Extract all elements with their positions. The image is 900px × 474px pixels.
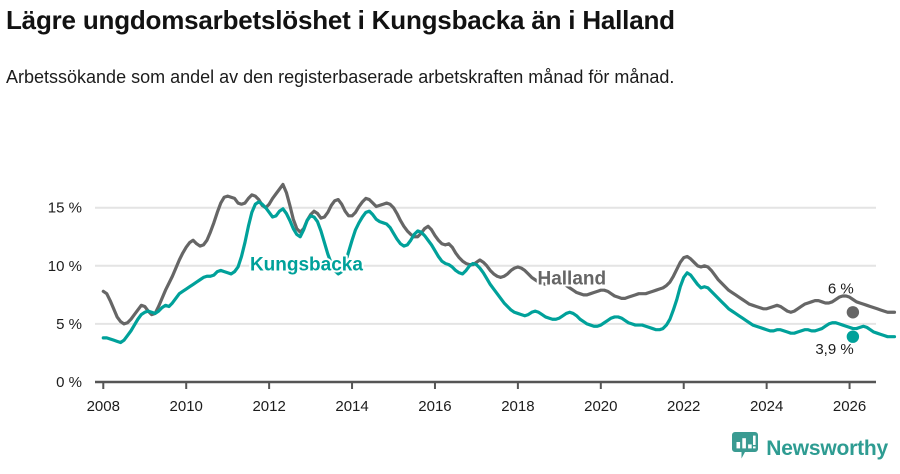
series-annotation-kungsbacka: Kungsbacka <box>250 254 363 275</box>
x-tick-label: 2008 <box>87 398 120 415</box>
x-tick-label: 2016 <box>418 398 451 415</box>
x-tick-label: 2018 <box>501 398 534 415</box>
x-tick-label: 2022 <box>667 398 700 415</box>
end-marker-kungsbacka <box>846 330 860 343</box>
chart-footer: Newsworthy <box>0 424 900 474</box>
end-marker-halland <box>846 306 860 319</box>
y-tick-label: 5 % <box>56 316 82 333</box>
value-annotation-kungsbacka: 3,9 % <box>815 341 853 358</box>
logo-wordmark: Newsworthy <box>766 436 888 460</box>
page-title: Lägre ungdomsarbetslöshet i Kungsbacka ä… <box>6 5 675 35</box>
series-line-kungsbacka <box>101 200 897 345</box>
x-tick-label: 2010 <box>170 398 203 415</box>
y-tick-label: 15 % <box>48 200 82 217</box>
value-annotation-halland: 6 % <box>828 281 854 298</box>
y-tick-label: 10 % <box>48 258 82 275</box>
series-line-halland <box>101 182 897 326</box>
y-tick-label: 0 % <box>56 374 82 391</box>
x-tick-label: 2014 <box>335 398 368 415</box>
chart-container: 0 % 5 % 10 % 15 % 2008 2010 2012 2014 2016 2018 2… <box>0 160 900 420</box>
page-subtitle: Arbetssökande som andel av den registerb… <box>6 67 675 87</box>
x-tick-label: 2026 <box>833 398 866 415</box>
chart-series <box>101 182 897 345</box>
x-tick-label: 2024 <box>750 398 783 415</box>
x-tick-label: 2012 <box>252 398 285 415</box>
chart-x-axis <box>95 380 876 389</box>
x-tick-label: 2020 <box>584 398 617 415</box>
chart-x-axis-labels: 2008 2010 2012 2014 2016 2018 2020 2022 2024 2026 <box>87 398 867 415</box>
chart-y-axis-labels: 0 % 5 % 10 % 15 % <box>48 200 82 391</box>
chart-annotations: Kungsbacka Halland 6 % 3,9 % <box>248 252 854 358</box>
line-chart: 0 %5 %10 %15 % 2008 2010 2012 2014 2016 2018 2… <box>48 182 897 415</box>
bar-chart-bubble-icon <box>732 432 759 465</box>
chart-end-markers <box>846 306 860 343</box>
series-annotation-halland: Halland <box>537 268 606 289</box>
newsworthy-logo: Newsworthy <box>732 432 888 465</box>
